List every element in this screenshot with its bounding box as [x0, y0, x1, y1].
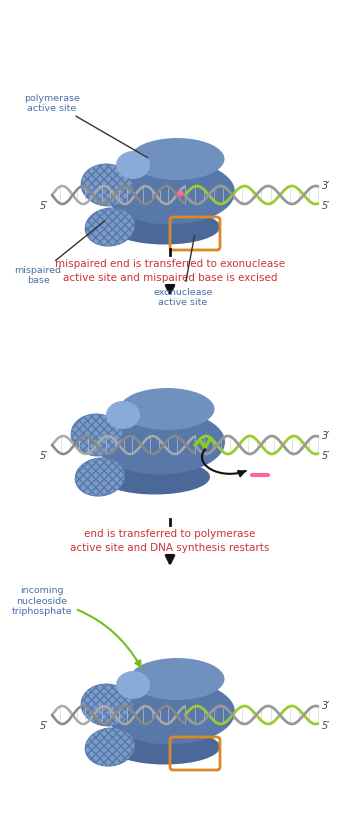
Ellipse shape	[75, 458, 125, 496]
Text: active site and DNA synthesis restarts: active site and DNA synthesis restarts	[70, 543, 270, 552]
Ellipse shape	[85, 728, 135, 766]
Text: polymerase
active site: polymerase active site	[24, 93, 147, 159]
Text: incoming
nucleoside
triphosphate: incoming nucleoside triphosphate	[12, 586, 141, 667]
Ellipse shape	[106, 402, 140, 429]
Text: 5′: 5′	[322, 720, 331, 730]
Text: 5′: 5′	[40, 201, 48, 211]
Text: 5′: 5′	[322, 451, 331, 461]
Text: 5′: 5′	[40, 451, 48, 461]
Text: exonuclease
active site: exonuclease active site	[153, 237, 213, 307]
Ellipse shape	[71, 414, 123, 457]
Ellipse shape	[95, 410, 225, 475]
Ellipse shape	[116, 672, 150, 699]
Ellipse shape	[100, 460, 210, 495]
Ellipse shape	[116, 152, 150, 179]
Ellipse shape	[129, 658, 224, 700]
Text: mispaired end is transferred to exonuclease: mispaired end is transferred to exonucle…	[55, 259, 285, 269]
Text: 3′: 3′	[322, 700, 331, 710]
Ellipse shape	[120, 389, 215, 431]
Text: 3′: 3′	[322, 431, 331, 441]
Text: end is transferred to polymerase: end is transferred to polymerase	[84, 528, 256, 538]
Ellipse shape	[105, 160, 235, 225]
Ellipse shape	[105, 680, 235, 744]
Ellipse shape	[110, 729, 220, 765]
Ellipse shape	[110, 210, 220, 245]
Ellipse shape	[129, 139, 224, 181]
Text: mispaired
base: mispaired base	[15, 222, 105, 285]
Ellipse shape	[81, 684, 133, 726]
Text: 5′: 5′	[40, 720, 48, 730]
Text: 5′: 5′	[322, 201, 331, 211]
Ellipse shape	[81, 165, 133, 207]
Text: active site and mispaired base is excised: active site and mispaired base is excise…	[63, 273, 277, 283]
Ellipse shape	[85, 208, 135, 246]
Text: 3′: 3′	[322, 181, 331, 191]
